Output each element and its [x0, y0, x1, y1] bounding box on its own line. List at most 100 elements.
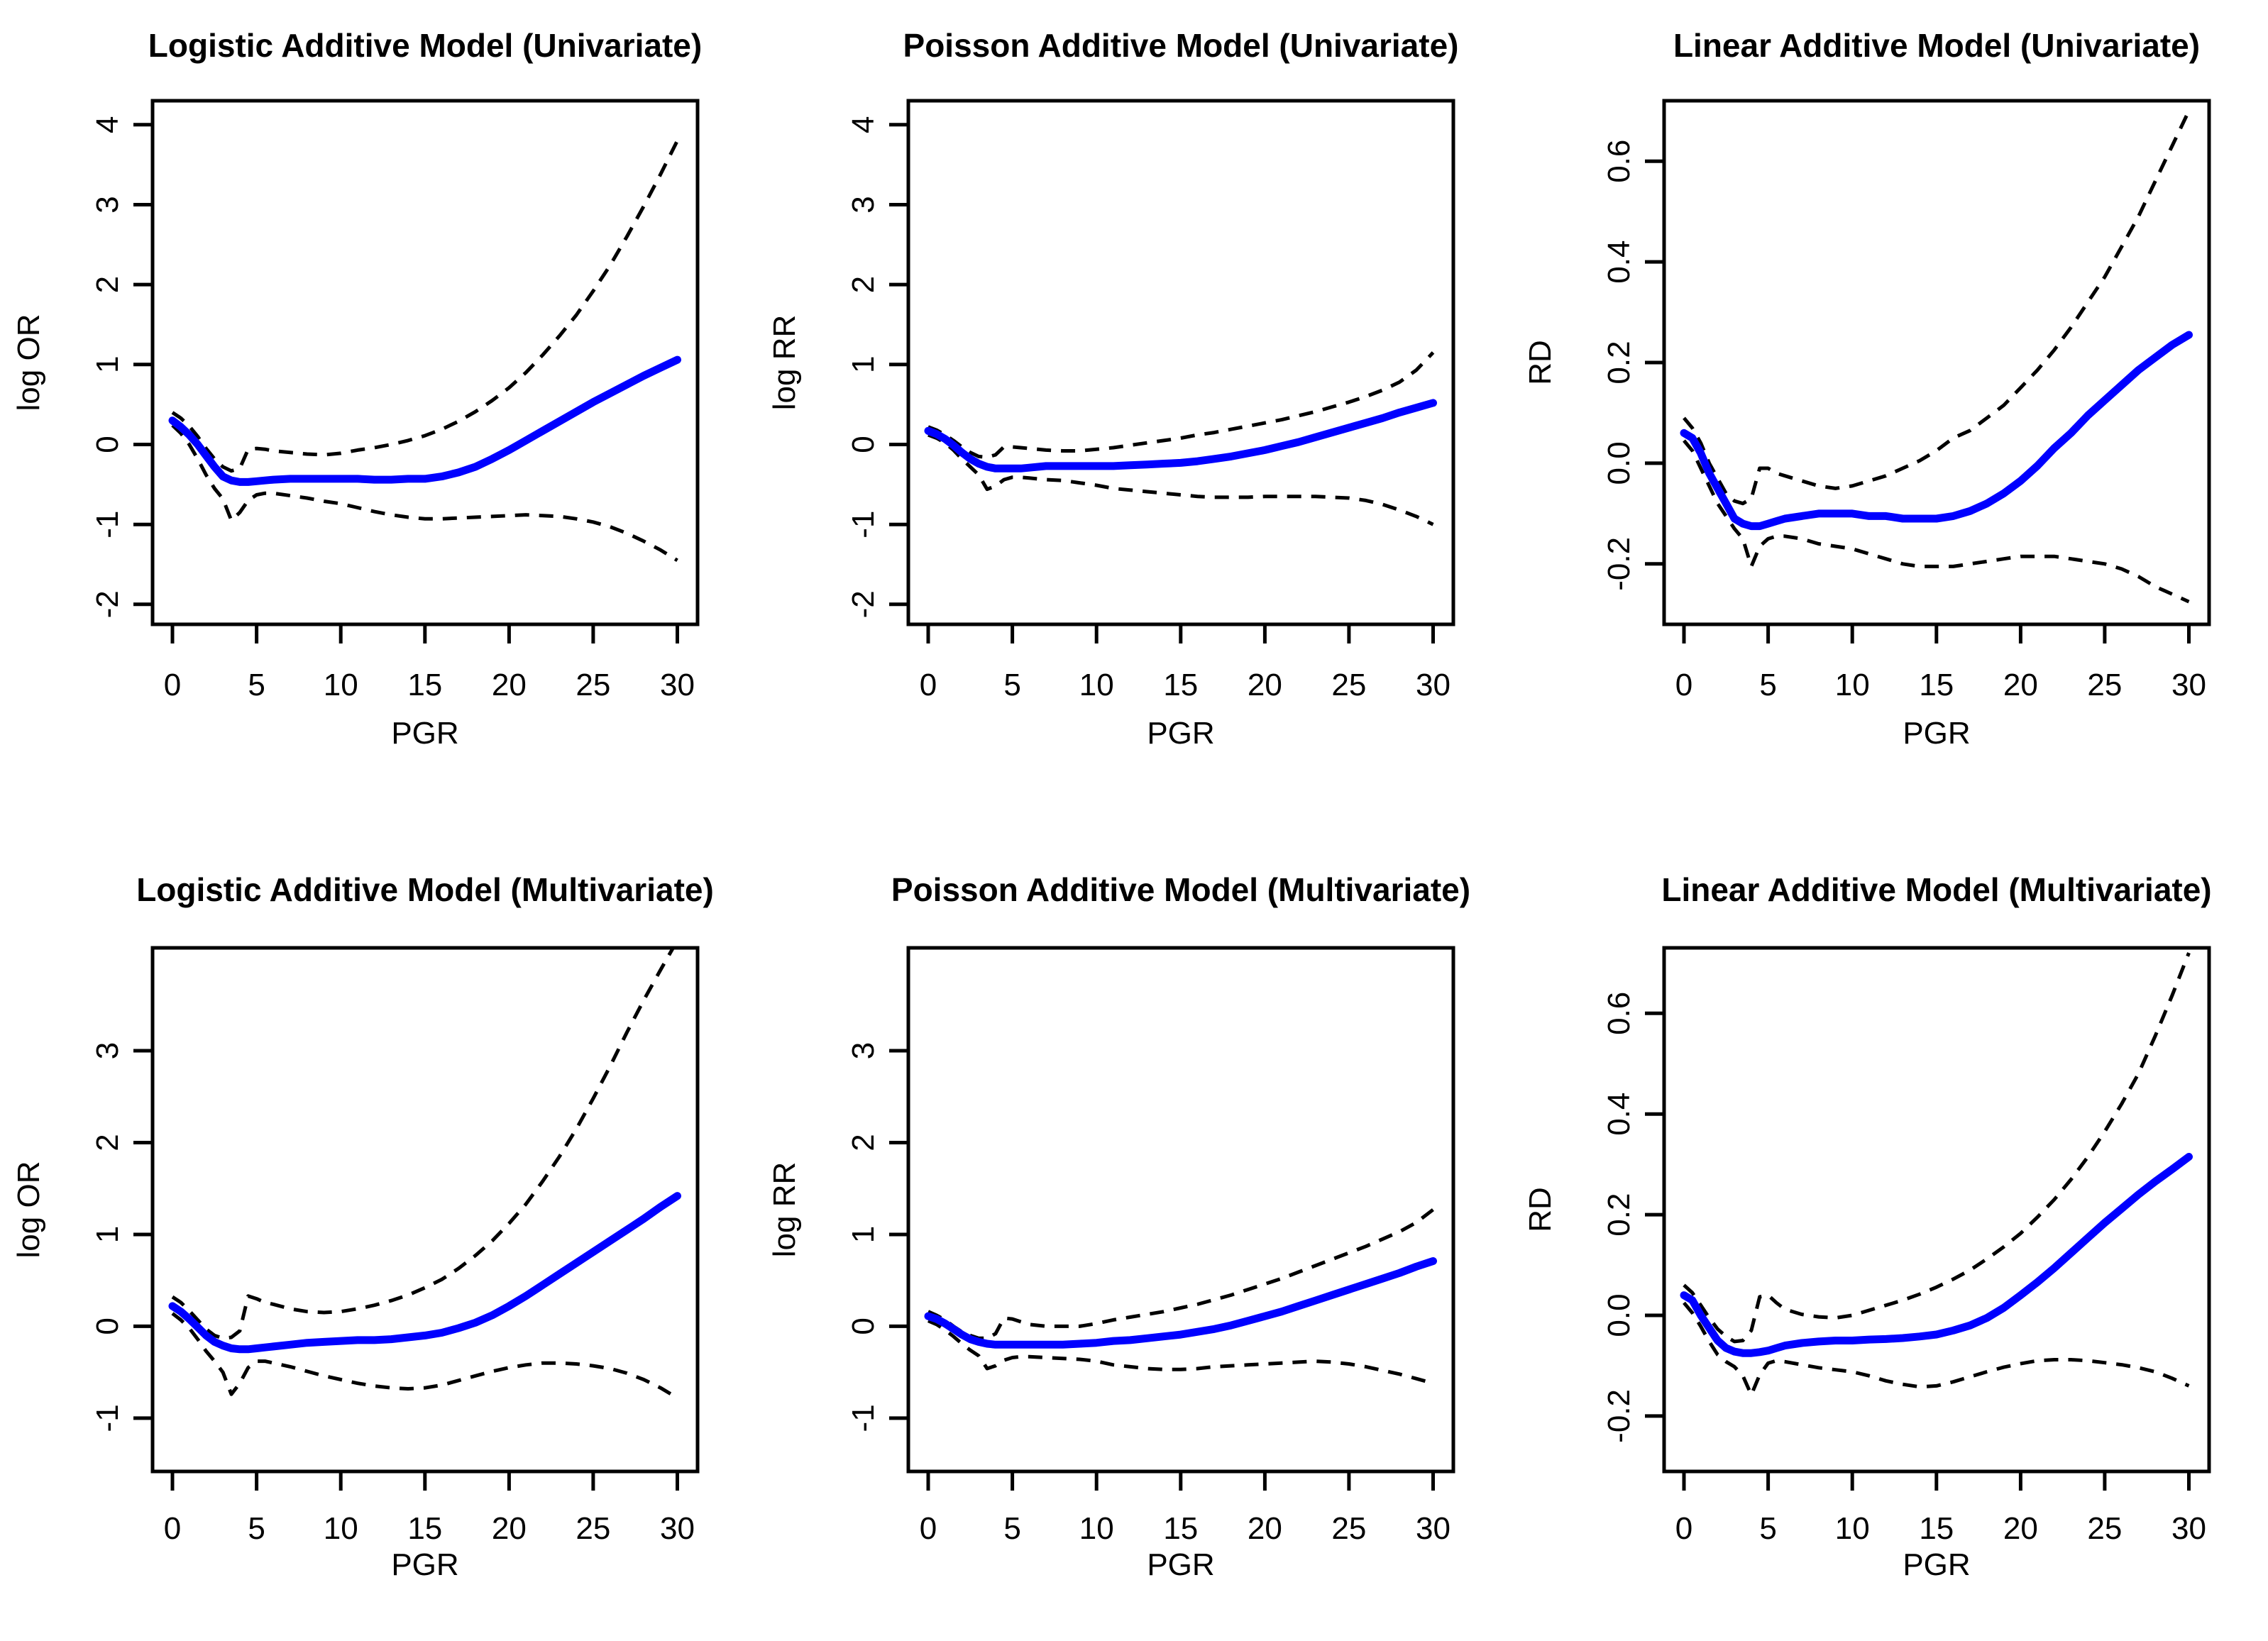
- x-axis-label: PGR: [1903, 716, 1970, 751]
- estimate-line: [1680, 331, 2193, 531]
- chart-svg: Linear Additive Model (Multivariate) 0 5 10…: [1523, 871, 2212, 1582]
- x-tick-label: 0: [1675, 1511, 1692, 1546]
- x-tick-label: 15: [1919, 1511, 1954, 1546]
- x-tick-label: 15: [1163, 668, 1198, 702]
- chart-title: Poisson Additive Model (Multivariate): [891, 871, 1470, 908]
- chart-panel-linear-multivariate: Linear Additive Model (Multivariate) 0 5 10…: [1512, 820, 2267, 1641]
- chart-title: Linear Additive Model (Multivariate): [1661, 871, 2211, 908]
- y-tick-label: 0.6: [1602, 992, 1636, 1035]
- x-tick-label: 20: [492, 668, 527, 702]
- y-tick-label: 0.6: [1602, 140, 1636, 183]
- x-tick-label: 15: [1163, 1511, 1198, 1546]
- y-tick-label: 1: [90, 356, 125, 373]
- lower-ci-line: [927, 1319, 1434, 1386]
- x-tick-label: 10: [324, 1511, 358, 1546]
- chart-panel-logistic-univariate: Logistic Additive Model (Univariate) 0 5 10…: [0, 0, 756, 820]
- y-tick-label: 3: [90, 1042, 125, 1059]
- x-tick-label: 25: [1331, 668, 1366, 702]
- y-axis-label: log OR: [11, 1161, 46, 1259]
- lower-ci-line: [927, 433, 1434, 526]
- x-tick-label: 0: [1675, 668, 1692, 702]
- x-tick-label: 5: [1759, 668, 1776, 702]
- chart-title: Linear Additive Model (Univariate): [1673, 27, 2200, 64]
- y-axis-label: RD: [1523, 340, 1558, 385]
- plot-box: [906, 99, 1455, 626]
- y-tick-label: 1: [846, 356, 881, 373]
- x-tick-label: 20: [2003, 1511, 2038, 1546]
- x-tick-label: 30: [2171, 668, 2206, 702]
- estimate-line: [924, 399, 1437, 473]
- x-axis-label: PGR: [1903, 1547, 1970, 1582]
- x-tick-label: 10: [324, 668, 358, 702]
- x-tick-label: 10: [1079, 668, 1114, 702]
- x-tick-label: 30: [660, 1511, 695, 1546]
- y-axis-label: log OR: [11, 314, 46, 411]
- chart-svg: Linear Additive Model (Univariate) 0 5 10 15…: [1523, 27, 2211, 751]
- x-axis-label: PGR: [391, 1547, 458, 1582]
- y-tick-label: 0.4: [1602, 241, 1636, 284]
- x-tick-label: 30: [1416, 1511, 1450, 1546]
- y-tick-label: 4: [90, 116, 125, 133]
- chart-panel-logistic-multivariate: Logistic Additive Model (Multivariate) 0 5…: [0, 820, 756, 1641]
- chart-panel-linear-univariate: Linear Additive Model (Univariate) 0 5 10 15…: [1512, 0, 2267, 820]
- estimate-line: [1680, 1153, 2193, 1357]
- x-tick-label: 15: [407, 668, 442, 702]
- x-tick-label: 30: [660, 668, 695, 702]
- x-tick-label: 20: [2003, 668, 2038, 702]
- y-tick-label: -2: [90, 590, 125, 618]
- x-tick-label: 25: [2087, 668, 2122, 702]
- x-tick-label: 25: [576, 1511, 610, 1546]
- y-tick-label: 3: [846, 1042, 881, 1059]
- y-tick-label: 2: [846, 276, 881, 293]
- x-tick-label: 30: [1416, 668, 1450, 702]
- y-tick-label: 0.2: [1602, 341, 1636, 384]
- x-tick-label: 0: [164, 1511, 181, 1546]
- chart-title: Poisson Additive Model (Univariate): [903, 27, 1459, 64]
- x-tick-label: 0: [920, 668, 937, 702]
- y-tick-label: -2: [846, 590, 881, 618]
- x-tick-label: 10: [1079, 1511, 1114, 1546]
- upper-ci-line: [1683, 952, 2191, 1344]
- upper-ci-line: [171, 140, 679, 473]
- y-tick-label: -1: [90, 1404, 125, 1432]
- x-tick-label: 20: [1248, 668, 1282, 702]
- x-tick-label: 5: [1759, 1511, 1776, 1546]
- x-tick-label: 15: [1919, 668, 1954, 702]
- lower-ci-line: [171, 424, 678, 563]
- lower-ci-line: [171, 1312, 678, 1400]
- x-tick-label: 0: [164, 668, 181, 702]
- estimate-line: [168, 1192, 681, 1354]
- x-tick-label: 10: [1835, 1511, 1870, 1546]
- y-tick-label: -0.2: [1602, 537, 1636, 591]
- chart-title: Logistic Additive Model (Univariate): [148, 27, 702, 64]
- y-tick-label: 0.2: [1602, 1193, 1636, 1237]
- x-tick-label: 25: [576, 668, 610, 702]
- y-tick-label: 0: [846, 1317, 881, 1335]
- x-tick-label: 15: [407, 1511, 442, 1546]
- chart-svg: Logistic Additive Model (Multivariate) 0 5…: [11, 871, 714, 1582]
- y-tick-label: 1: [90, 1226, 125, 1243]
- y-tick-label: 2: [846, 1134, 881, 1151]
- chart-svg: Logistic Additive Model (Univariate)0 5 10…: [11, 27, 702, 751]
- x-tick-label: 25: [2087, 1511, 2122, 1546]
- y-tick-label: -1: [846, 1404, 881, 1432]
- y-tick-label: 0: [90, 436, 125, 453]
- y-tick-label: 1: [846, 1226, 881, 1243]
- y-tick-label: 3: [90, 196, 125, 213]
- x-tick-label: 25: [1331, 1511, 1366, 1546]
- y-tick-label: -1: [90, 511, 125, 538]
- x-tick-label: 0: [920, 1511, 937, 1546]
- y-tick-label: 0.4: [1602, 1093, 1636, 1136]
- y-axis-label: log RR: [767, 315, 802, 411]
- x-axis-label: PGR: [1147, 1547, 1214, 1582]
- x-tick-label: 5: [1003, 1511, 1020, 1546]
- lower-ci-line: [1683, 1301, 2190, 1397]
- x-tick-label: 30: [2171, 1511, 2206, 1546]
- x-tick-label: 5: [1003, 668, 1020, 702]
- x-axis-label: PGR: [391, 716, 458, 751]
- y-tick-label: -0.2: [1602, 1389, 1636, 1443]
- y-tick-label: 2: [90, 276, 125, 293]
- lower-ci-line: [1683, 439, 2190, 604]
- y-tick-label: 0: [846, 436, 881, 453]
